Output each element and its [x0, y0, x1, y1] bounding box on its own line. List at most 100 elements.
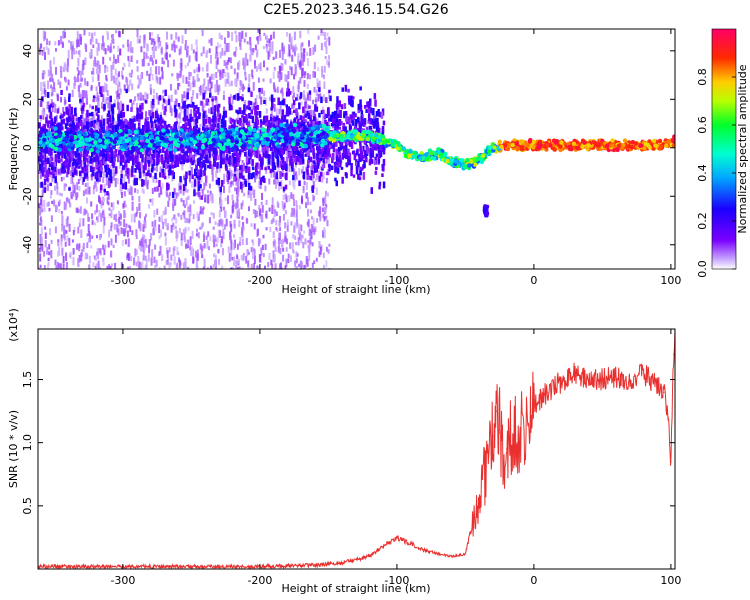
heatmap-cell: [151, 106, 154, 110]
heatmap-cell: [133, 213, 136, 223]
heatmap-cell: [270, 170, 273, 178]
heatmap-cell: [328, 243, 331, 247]
heatmap-cell: [204, 158, 208, 163]
heatmap-cell: [221, 156, 224, 165]
heatmap-cell: [241, 226, 244, 235]
heatmap-cell: [309, 119, 313, 126]
heatmap-cell: [244, 181, 248, 187]
heatmap-cell: [79, 177, 82, 181]
heatmap-cell: [179, 185, 182, 190]
heatmap-cell: [347, 116, 350, 121]
heatmap-cell: [58, 209, 61, 213]
heatmap-cell: [215, 104, 218, 111]
heatmap-cell: [191, 181, 193, 188]
heatmap-cell: [360, 156, 364, 162]
heatmap-cell: [244, 76, 247, 81]
heatmap-cell: [213, 105, 217, 111]
heatmap-cell: [141, 59, 144, 67]
heatmap-cell: [160, 46, 163, 55]
heatmap-cell: [122, 121, 125, 129]
heatmap-cell: [304, 264, 307, 268]
heatmap-cell: [92, 187, 95, 195]
heatmap-cell: [146, 45, 149, 52]
heatmap-cell: [237, 209, 240, 217]
heatmap-cell: [197, 63, 200, 73]
heatmap-cell: [82, 190, 85, 196]
heatmap-cell: [125, 159, 128, 163]
heatmap-cell: [132, 160, 135, 165]
heatmap-cell: [192, 214, 195, 220]
heatmap-cell: [259, 37, 262, 41]
heatmap-cell: [286, 87, 289, 94]
heatmap-cell: [60, 36, 63, 45]
heatmap-cell: [120, 188, 123, 195]
heatmap-cell: [278, 182, 280, 192]
heatmap-cell: [312, 121, 315, 126]
heatmap-cell: [217, 42, 219, 49]
heatmap-cell: [296, 93, 299, 101]
heatmap-cell: [241, 267, 244, 269]
heatmap-cell: [272, 231, 275, 239]
heatmap-cell: [309, 236, 312, 245]
heatmap-cell: [266, 67, 269, 71]
heatmap-cell: [218, 229, 221, 238]
heatmap-cell: [73, 184, 76, 194]
heatmap-cell: [69, 111, 72, 119]
heatmap-cell: [143, 239, 146, 244]
heatmap-cell: [165, 52, 168, 60]
heatmap-cell: [160, 154, 164, 160]
heatmap-cell: [214, 260, 217, 268]
heatmap-cell: [245, 255, 248, 264]
heatmap-cell: [117, 54, 120, 63]
heatmap-cell: [179, 118, 182, 124]
heatmap-cell: [77, 264, 80, 268]
heatmap-cell: [119, 48, 122, 56]
heatmap-cell: [171, 141, 174, 147]
heatmap-cell: [228, 32, 230, 38]
heatmap-cell: [205, 182, 208, 187]
heatmap-cell: [290, 151, 293, 157]
heatmap-cell: [223, 90, 225, 95]
heatmap-cell: [44, 173, 47, 178]
heatmap-cell: [350, 100, 353, 104]
heatmap-cell: [363, 119, 366, 123]
heatmap-cell: [102, 176, 105, 183]
heatmap-cell: [258, 254, 261, 263]
heatmap-cell: [238, 172, 242, 179]
heatmap-cell: [185, 243, 187, 249]
heatmap-cell: [360, 116, 363, 122]
heatmap-cell: [164, 89, 167, 97]
heatmap-cell: [303, 54, 305, 62]
heatmap-cell: [162, 160, 166, 169]
heatmap-cell: [263, 90, 266, 97]
heatmap-cell: [120, 70, 123, 77]
heatmap-cell: [283, 214, 285, 221]
heatmap-cell: [308, 105, 311, 109]
heatmap-cell: [343, 113, 346, 119]
heatmap-cell: [228, 96, 231, 105]
heatmap-cell: [278, 118, 281, 123]
heatmap-cell: [328, 163, 331, 167]
heatmap-cell: [239, 236, 242, 242]
heatmap-cell: [61, 224, 64, 232]
heatmap-cell: [149, 87, 152, 95]
heatmap-cell: [161, 168, 164, 173]
heatmap-cell: [322, 31, 325, 37]
heatmap-cell: [109, 46, 112, 53]
heatmap-cell: [210, 124, 213, 132]
heatmap-cell: [244, 117, 247, 123]
heatmap-cell: [117, 154, 120, 163]
heatmap-cell: [143, 42, 146, 49]
heatmap-cell: [79, 99, 82, 103]
heatmap-cell: [38, 267, 41, 269]
heatmap-cell: [113, 214, 116, 220]
heatmap-cell: [91, 114, 94, 122]
heatmap-cell: [264, 97, 267, 106]
heatmap-cell: [290, 221, 293, 226]
heatmap-cell: [109, 165, 112, 170]
heatmap-cell: [264, 120, 268, 127]
heatmap-cell: [122, 164, 125, 171]
heatmap-cell: [50, 171, 53, 175]
heatmap-cell: [152, 48, 155, 57]
heatmap-cell: [201, 67, 204, 72]
